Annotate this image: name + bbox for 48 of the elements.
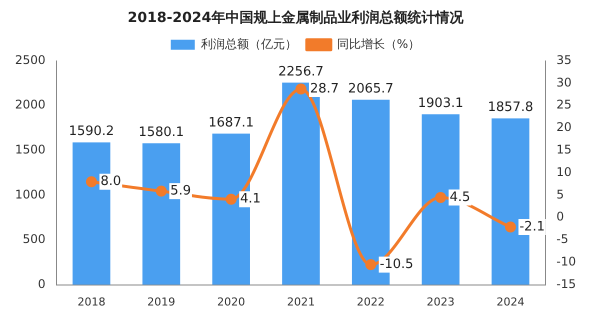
point [86,176,97,188]
y2-tick-label: 35 [556,52,572,67]
data-label: 2065.7 [348,82,394,97]
y-tick-label: 0 [38,276,46,291]
y2-tick-label: -5 [556,232,568,246]
point [365,259,376,270]
data-label: 28.7 [310,81,339,96]
y2-tick-label: 25 [556,98,572,112]
point [504,222,516,233]
y-tick-label: 2500 [14,52,46,67]
y2-tick-label: 0 [556,210,564,224]
y2-tick-label: 15 [556,142,572,157]
x-tick-label: 2019 [147,295,176,308]
y2-tick-label: 30 [556,75,572,90]
data-label: 5.9 [170,184,191,199]
y2-tick-label: 20 [556,120,572,134]
point [295,84,306,95]
y-tick-label: 1000 [14,187,46,202]
data-label: 1903.1 [418,96,464,112]
legend-label: 同比增长（%） [336,36,420,51]
data-label: 1687.1 [208,116,254,131]
legend-label: 利润总额（亿元） [200,36,297,51]
x-tick-label: 2020 [217,295,246,308]
point [226,194,237,205]
x-tick-label: 2023 [426,295,455,308]
x-tick-label: 2021 [286,295,315,308]
x-tick-label: 2018 [77,295,106,308]
data-label: -2.1 [519,219,545,234]
y-tick-label: 500 [22,232,46,246]
data-label: 1857.8 [488,100,534,116]
y2-tick-label: 10 [556,164,572,179]
y-tick-label: 2000 [14,98,46,112]
data-label: 1580.1 [138,125,184,140]
data-label: 4.1 [240,192,261,207]
chart-title: 2018-2024年中国规上金属制品业利润总额统计情况 [128,9,464,26]
point [435,192,446,203]
y-tick-label: 1500 [14,142,46,157]
x-tick-label: 2024 [496,295,524,308]
y2-tick-label: -10 [556,254,576,269]
y2-tick-label: 5 [556,187,564,202]
data-label: 4.5 [450,190,470,205]
data-label: 8.0 [100,174,122,190]
data-label: 2256.7 [278,64,324,80]
x-tick-label: 2022 [356,295,385,308]
point [156,186,167,197]
data-label: 1590.2 [68,124,114,140]
y2-tick-label: -15 [556,276,576,291]
data-label: -10.5 [380,257,414,272]
